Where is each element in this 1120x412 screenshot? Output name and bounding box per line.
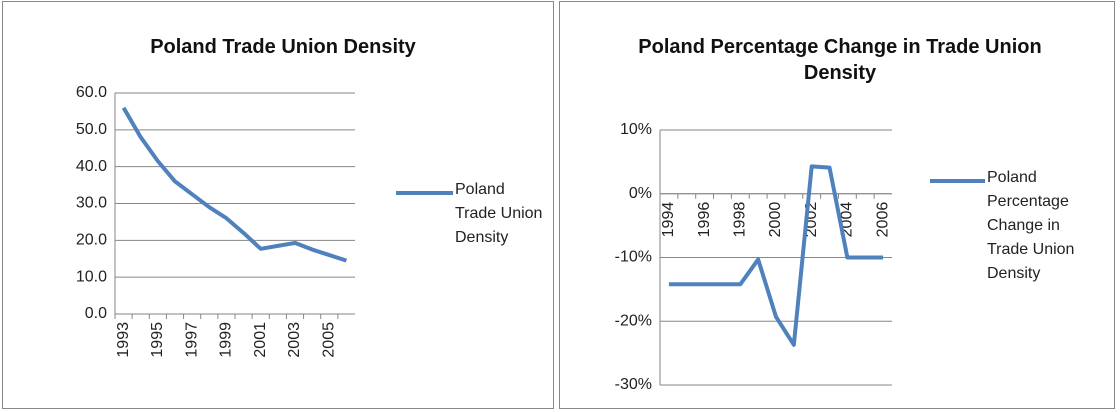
- x-tick-label: 1996: [696, 202, 713, 238]
- y-tick-label: 40.0: [76, 158, 107, 175]
- chart-title: Poland Trade Union Density: [150, 36, 416, 58]
- x-tick-label: 1995: [149, 322, 166, 358]
- legend-label: Poland Percentage Change in Trade Union …: [987, 169, 1075, 282]
- x-tick-label: 1998: [732, 202, 749, 238]
- legend-label: Poland Trade Union Density: [455, 181, 543, 246]
- y-tick-label: -10%: [615, 249, 652, 266]
- chart: 0.0 10.0 20.0 30.0 40.0 50.0 60.0 1993 1995 1997 1…: [76, 84, 453, 358]
- x-tick-label: 1999: [218, 322, 235, 358]
- x-tick-label: 1993: [115, 322, 132, 358]
- data-line: [121, 106, 348, 263]
- chart-panel: -30% -20% -10% 0% 10% 1994 1996 1998 2000 2002 200…: [559, 1, 1115, 409]
- chart: -30%-20%-10%0%10%1994 1996 1998 2000 2002 200…: [615, 121, 985, 393]
- x-tick-label: 2005: [321, 322, 338, 358]
- x-tick-label: 2001: [252, 322, 269, 358]
- y-tick-label: -20%: [615, 312, 652, 329]
- x-tick-label: 2006: [874, 202, 891, 238]
- y-tick-label: 50.0: [76, 121, 107, 138]
- data-line: [668, 164, 884, 347]
- chart-title: Poland Percentage Change in Trade Union …: [638, 36, 1042, 84]
- x-tick-label: 2000: [767, 202, 784, 238]
- y-tick-label: 10.0: [76, 268, 107, 285]
- y-tick-label: 0%: [629, 185, 652, 202]
- y-tick-label: 10%: [620, 121, 652, 138]
- x-tick-label: 1994: [660, 202, 677, 238]
- x-tick-label: 2003: [286, 322, 303, 358]
- y-tick-label: 20.0: [76, 232, 107, 249]
- chart-panel: 0.0 10.0 20.0 30.0 40.0 50.0 60.0 1993 1995 1997 1…: [2, 1, 554, 409]
- y-tick-label: 0.0: [85, 305, 107, 322]
- y-tick-label: 30.0: [76, 195, 107, 212]
- x-tick-label: 1997: [183, 322, 200, 358]
- y-tick-label: -30%: [615, 376, 652, 393]
- y-tick-label: 60.0: [76, 84, 107, 101]
